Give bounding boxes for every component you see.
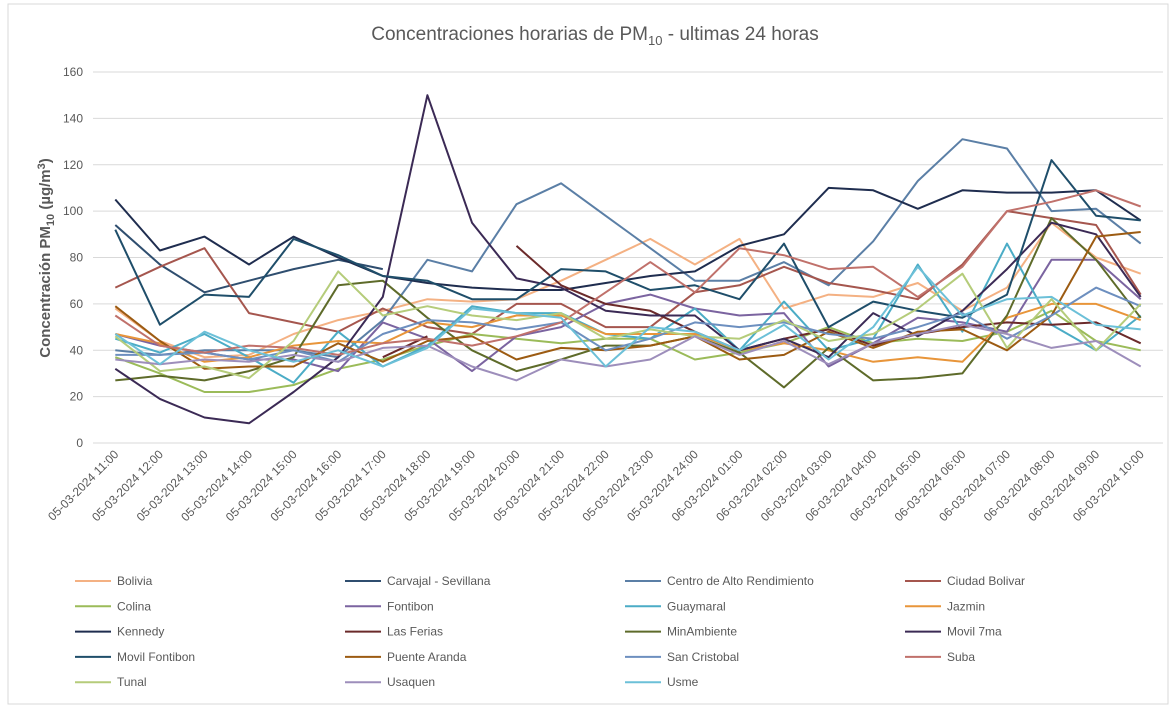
legend-label: Suba xyxy=(947,650,975,664)
legend-label: Usme xyxy=(667,675,699,689)
legend-label: Carvajal - Sevillana xyxy=(387,574,491,588)
legend-label: Movil 7ma xyxy=(947,625,1002,639)
series-line xyxy=(114,159,1141,329)
y-tick-label: 160 xyxy=(63,65,83,79)
legend-label: Bolivia xyxy=(117,574,153,588)
legend-label: Las Ferias xyxy=(387,625,443,639)
y-tick-label: 120 xyxy=(63,158,83,172)
legend-label: Jazmin xyxy=(947,599,985,613)
legend-label: Guaymaral xyxy=(667,599,726,613)
series-line xyxy=(115,286,1142,363)
legend-label: Centro de Alto Rendimiento xyxy=(667,574,814,588)
y-tick-label: 0 xyxy=(76,436,83,450)
series-line xyxy=(114,186,1142,291)
y-tick-label: 60 xyxy=(70,297,84,311)
chart-border xyxy=(7,3,1169,705)
legend-label: San Cristobal xyxy=(667,650,739,664)
y-tick-label: 20 xyxy=(70,390,84,404)
y-tick-label: 80 xyxy=(70,251,84,265)
series-line xyxy=(114,309,1141,393)
legend-label: Colina xyxy=(117,599,151,613)
series-line xyxy=(115,323,1142,382)
legend-label: MinAmbiente xyxy=(667,625,737,639)
series-line xyxy=(114,94,1142,425)
legend-label: Usaquen xyxy=(387,675,435,689)
legend-label: Ciudad Bolivar xyxy=(947,574,1025,588)
chart-title: Concentraciones horarias de PM10 - ultim… xyxy=(371,24,818,48)
y-tick-label: 40 xyxy=(70,343,84,357)
series-line xyxy=(114,210,1142,335)
legend-label: Puente Aranda xyxy=(387,650,467,664)
series-line xyxy=(114,270,1142,380)
y-tick-label: 100 xyxy=(63,204,83,218)
legend-label: Kennedy xyxy=(117,625,164,639)
legend-label: Tunal xyxy=(117,675,147,689)
series-line xyxy=(114,221,1142,359)
legend-label: Movil Fontibon xyxy=(117,650,195,664)
legend-label: Fontibon xyxy=(387,599,434,613)
series-line xyxy=(114,224,384,294)
series-line xyxy=(114,265,1141,368)
y-axis-label: Concentración PM10 (µg/m3) xyxy=(36,158,57,358)
series-line xyxy=(115,138,1142,359)
y-tick-label: 140 xyxy=(63,111,83,125)
